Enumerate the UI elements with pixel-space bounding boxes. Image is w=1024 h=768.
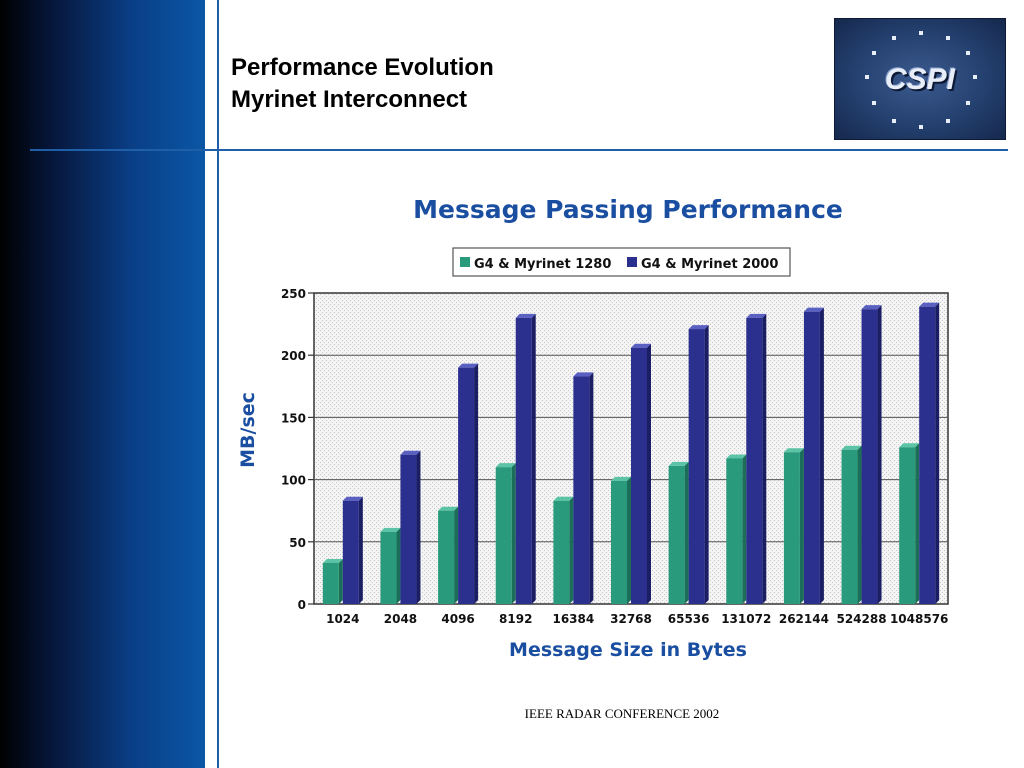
x-axis-label: Message Size in Bytes	[509, 639, 747, 661]
bar-2000-131072	[746, 313, 767, 604]
chart-title: Message Passing Performance	[413, 195, 843, 224]
x-tick-label: 1048576	[890, 612, 948, 626]
legend-swatch-1280	[460, 257, 470, 267]
bar-chart: Message Passing Performance G4 & Myrinet…	[237, 195, 949, 661]
bar-1280-32768	[611, 476, 631, 604]
bar-2000-262144	[803, 307, 824, 604]
slide-footer: IEEE RADAR CONFERENCE 2002	[524, 706, 720, 721]
x-tick-label: 16384	[552, 612, 594, 626]
legend-swatch-2000	[627, 257, 637, 267]
x-tick-label: 2048	[384, 612, 417, 626]
logo-stars	[865, 31, 977, 129]
bar-1280-8192	[495, 463, 516, 604]
legend-label-2000: G4 & Myrinet 2000	[641, 257, 778, 272]
bar-2000-524288	[861, 305, 882, 604]
x-tick-label: 524288	[836, 612, 886, 626]
horizontal-divider	[30, 149, 1008, 151]
bar-1280-4096	[438, 506, 459, 604]
x-tick-label: 131072	[721, 612, 771, 626]
bar-1280-1048576	[899, 443, 920, 604]
bar-2000-16384	[573, 372, 594, 604]
y-axis-label: MB/sec	[237, 392, 259, 468]
x-tick-label: 4096	[441, 612, 474, 626]
legend-label-1280: G4 & Myrinet 1280	[474, 257, 611, 272]
bar-1280-262144	[783, 448, 804, 604]
bar-2000-8192	[515, 313, 536, 604]
y-tick-label: 0	[298, 598, 306, 612]
bar-2000-65536	[688, 325, 709, 604]
bar-1280-131072	[726, 454, 747, 604]
bar-2000-1048576	[919, 302, 940, 604]
bar-1280-2048	[380, 527, 401, 604]
bar-2000-32768	[631, 343, 651, 604]
slide-title-line-1: Performance Evolution	[231, 54, 494, 81]
y-tick-label: 250	[281, 287, 306, 301]
y-tick-label: 100	[281, 474, 306, 488]
bar-1280-1024	[322, 558, 343, 604]
y-tick-label: 200	[281, 349, 306, 363]
slide-title-line-2: Myrinet Interconnect	[231, 86, 468, 113]
logo-wordmark: CSPI	[884, 63, 956, 96]
x-tick-label: 65536	[668, 612, 710, 626]
bar-1280-16384	[553, 496, 574, 604]
vertical-divider	[217, 0, 219, 768]
bar-1280-65536	[668, 461, 689, 604]
chart-legend: G4 & Myrinet 1280 G4 & Myrinet 2000	[452, 247, 791, 277]
x-tick-label: 1024	[326, 612, 359, 626]
bar-2000-2048	[400, 450, 421, 604]
x-tick-label: 32768	[610, 612, 652, 626]
y-tick-label: 50	[289, 536, 306, 550]
side-gradient-panel	[0, 0, 205, 768]
y-axis-ticks: 0 50 100 150 200 250	[281, 287, 306, 612]
bar-2000-4096	[458, 363, 479, 604]
x-axis-ticks: 1024 2048 4096 8192 16384 32768 65536 131072 262…	[326, 612, 948, 626]
x-tick-label: 8192	[499, 612, 532, 626]
bars	[322, 302, 940, 604]
y-tick-label: 150	[281, 411, 306, 425]
slide-title: Performance Evolution Myrinet Interconne…	[231, 52, 494, 116]
bar-2000-1024	[342, 496, 363, 604]
x-tick-label: 262144	[779, 612, 829, 626]
cspi-logo: CSPI	[834, 18, 1006, 140]
bar-1280-524288	[841, 445, 862, 604]
